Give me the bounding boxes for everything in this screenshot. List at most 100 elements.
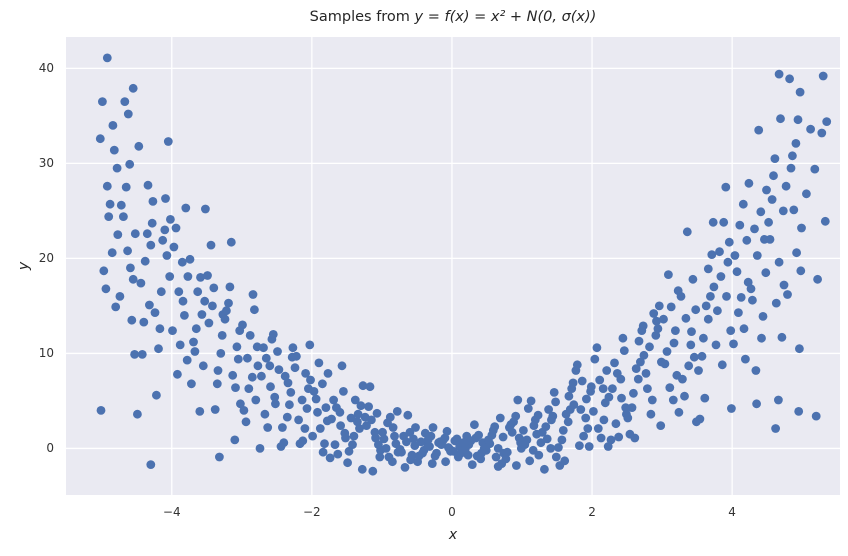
scatter-point <box>208 301 217 311</box>
scatter-point <box>174 287 184 297</box>
scatter-point <box>410 441 420 450</box>
scatter-point <box>678 374 687 384</box>
scatter-point <box>336 421 345 430</box>
scatter-point <box>212 379 222 389</box>
scatter-point <box>280 371 290 381</box>
scatter-point <box>495 413 505 423</box>
scatter-point <box>243 353 252 363</box>
scatter-point <box>198 361 208 371</box>
y-tick-label: 30 <box>38 156 54 171</box>
chart-title-formula: y = f(x) = x² + N(0, σ(x)) <box>414 9 597 25</box>
scatter-point <box>695 414 705 424</box>
scatter-point <box>177 257 187 267</box>
scatter-point <box>182 355 192 365</box>
scatter-point <box>265 361 275 371</box>
scatter-point <box>109 145 119 155</box>
scatter-point <box>654 301 664 311</box>
scatter-point <box>320 439 329 449</box>
scatter-point <box>418 448 427 458</box>
scatter-point <box>610 358 619 368</box>
scatter-point <box>130 229 140 239</box>
scatter-point <box>501 454 511 464</box>
scatter-point <box>384 452 394 462</box>
scatter-point <box>581 413 591 423</box>
scatter-point <box>121 182 131 192</box>
scatter-point <box>752 399 761 409</box>
scatter-point <box>107 248 117 258</box>
scatter-point <box>169 242 179 252</box>
scatter-point <box>201 204 210 214</box>
scatter-point <box>295 439 305 449</box>
scatter-point <box>627 403 637 412</box>
scatter-point <box>761 268 771 278</box>
scatter-point <box>614 432 624 442</box>
scatter-point <box>586 387 595 396</box>
scatter-point <box>171 223 181 233</box>
scatter-point <box>561 409 571 419</box>
scatter-point <box>428 423 438 432</box>
scatter-point <box>350 395 360 405</box>
scatter-point <box>222 306 231 316</box>
scatter-point <box>143 180 153 190</box>
scatter-point <box>402 437 411 447</box>
scatter-point <box>346 413 356 423</box>
scatter-point <box>315 424 325 433</box>
scatter-point <box>822 117 832 126</box>
scatter-point <box>750 224 759 234</box>
scatter-point <box>400 463 410 472</box>
scatter-point <box>729 339 738 349</box>
scatter-point <box>774 257 784 267</box>
scatter-point <box>266 382 275 392</box>
scatter-point <box>318 447 328 457</box>
scatter-point <box>365 382 375 392</box>
scatter-point <box>282 412 292 422</box>
scatter-point <box>301 369 310 378</box>
scatter-point <box>425 442 434 451</box>
scatter-point <box>637 326 647 335</box>
scatter-point <box>308 431 317 441</box>
scatter-point <box>99 266 109 276</box>
scatter-point <box>300 424 310 433</box>
scatter-point <box>709 282 719 292</box>
y-tick-label: 0 <box>46 441 54 456</box>
scatter-point <box>226 237 236 247</box>
scatter-point <box>687 327 696 336</box>
scatter-point <box>111 302 121 312</box>
scatter-point <box>711 340 721 350</box>
scatter-point <box>810 164 820 174</box>
scatter-point <box>533 410 543 420</box>
scatter-point <box>713 306 722 316</box>
scatter-point <box>491 452 501 462</box>
scatter-point <box>430 451 440 461</box>
plot-area <box>66 37 840 495</box>
scatter-point <box>783 290 792 299</box>
scatter-point <box>163 137 173 146</box>
scatter-point <box>792 248 801 258</box>
scatter-point <box>286 388 296 397</box>
scatter-point <box>128 274 138 284</box>
scatter-point <box>502 447 512 457</box>
scatter-point <box>311 394 321 404</box>
scatter-point <box>754 125 764 135</box>
scatter-point <box>795 344 804 354</box>
scatter-point <box>385 412 395 422</box>
scatter-point <box>757 333 766 343</box>
scatter-point <box>617 393 626 403</box>
scatter-point <box>210 405 220 414</box>
y-tick-label: 20 <box>38 251 54 266</box>
scatter-point <box>142 229 152 239</box>
scatter-point <box>139 317 149 327</box>
scatter-point <box>145 300 154 310</box>
scatter-point <box>288 343 298 353</box>
scatter-points <box>95 53 832 476</box>
scatter-point <box>330 440 340 449</box>
y-tick-label: 40 <box>38 61 54 76</box>
scatter-point <box>292 351 301 361</box>
scatter-point <box>362 421 371 430</box>
scatter-point <box>651 331 661 340</box>
scatter-point <box>251 395 261 405</box>
scatter-point <box>112 163 122 173</box>
x-tick-label: −4 <box>162 505 181 519</box>
scatter-point <box>101 284 111 294</box>
scatter-point <box>108 121 118 130</box>
